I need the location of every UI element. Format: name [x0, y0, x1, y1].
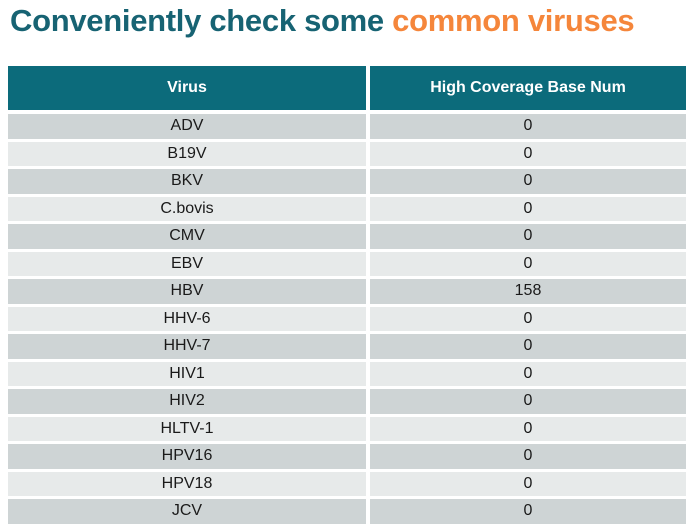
table-row: CMV 0: [8, 224, 686, 249]
value-cell: 0: [370, 169, 686, 194]
table-row: HBV 158: [8, 279, 686, 304]
table-row: HIV1 0: [8, 361, 686, 386]
virus-cell: JCV: [8, 499, 366, 524]
column-header-virus: Virus: [8, 66, 366, 110]
value-cell: 158: [370, 279, 686, 304]
virus-cell: HHV-7: [8, 334, 366, 359]
table-row: HHV-7 0: [8, 334, 686, 359]
virus-cell: EBV: [8, 251, 366, 276]
title-highlight-text: common viruses: [392, 3, 635, 38]
virus-cell: HPV16: [8, 444, 366, 469]
title-main-text: Conveniently check some: [10, 3, 393, 38]
value-cell: 0: [370, 141, 686, 166]
value-cell: 0: [370, 334, 686, 359]
value-cell: 0: [370, 416, 686, 441]
table-row: JCV 0: [8, 499, 686, 524]
table-row: C.bovis 0: [8, 196, 686, 221]
virus-cell: HPV18: [8, 471, 366, 496]
table-row: EBV 0: [8, 251, 686, 276]
virus-cell: B19V: [8, 141, 366, 166]
value-cell: 0: [370, 306, 686, 331]
virus-cell: HHV-6: [8, 306, 366, 331]
value-cell: 0: [370, 361, 686, 386]
virus-cell: C.bovis: [8, 196, 366, 221]
value-cell: 0: [370, 114, 686, 139]
virus-cell: HLTV-1: [8, 416, 366, 441]
table-row: HIV2 0: [8, 389, 686, 414]
table-header-row: Virus High Coverage Base Num: [8, 66, 686, 110]
table-row: HPV18 0: [8, 471, 686, 496]
virus-cell: BKV: [8, 169, 366, 194]
virus-cell: HBV: [8, 279, 366, 304]
virus-cell: HIV1: [8, 361, 366, 386]
table-row: HLTV-1 0: [8, 416, 686, 441]
table-row: BKV 0: [8, 169, 686, 194]
table-row: B19V 0: [8, 141, 686, 166]
column-header-high-coverage-base-num: High Coverage Base Num: [370, 66, 686, 110]
table-row: HHV-6 0: [8, 306, 686, 331]
value-cell: 0: [370, 251, 686, 276]
page-title: Conveniently check some common viruses: [0, 0, 696, 39]
value-cell: 0: [370, 224, 686, 249]
value-cell: 0: [370, 389, 686, 414]
value-cell: 0: [370, 444, 686, 469]
value-cell: 0: [370, 471, 686, 496]
table-row: HPV16 0: [8, 444, 686, 469]
value-cell: 0: [370, 196, 686, 221]
value-cell: 0: [370, 499, 686, 524]
virus-cell: ADV: [8, 114, 366, 139]
table-row: ADV 0: [8, 114, 686, 139]
virus-cell: CMV: [8, 224, 366, 249]
virus-table: Virus High Coverage Base Num ADV 0 B19V …: [8, 66, 686, 524]
virus-cell: HIV2: [8, 389, 366, 414]
